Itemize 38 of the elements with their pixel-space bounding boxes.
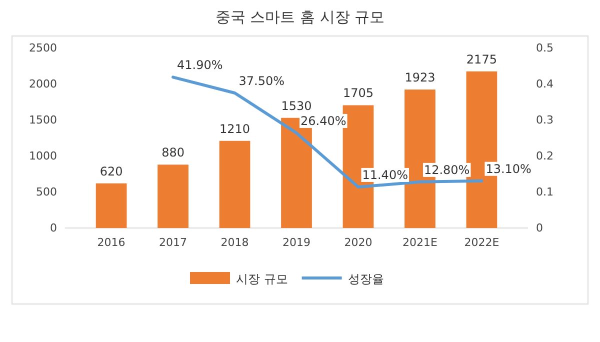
x-tick-label: 2018	[220, 236, 249, 249]
y2-tick-label: 0.3	[536, 114, 554, 127]
x-tick-label: 2022E	[464, 236, 500, 249]
data-label: 41.90%	[177, 58, 223, 72]
data-label: 1705	[342, 86, 374, 100]
data-label: 13.10%	[486, 162, 532, 176]
y2-tick-label: 0.5	[536, 42, 554, 55]
x-tick-label: 2017	[159, 236, 188, 249]
data-label: 26.40%	[300, 114, 346, 128]
legend-label: 시장 규모	[236, 272, 288, 286]
data-label: 12.80%	[424, 162, 470, 177]
y-tick-label: 2500	[29, 42, 57, 55]
y-tick-label: 500	[36, 186, 57, 199]
data-label: 2175	[466, 52, 497, 66]
data-label: 880	[162, 146, 184, 160]
y2-tick-label: 0.1	[536, 186, 554, 199]
y-tick-label: 2000	[29, 78, 57, 91]
bar	[158, 164, 188, 228]
y2-tick-label: 0.2	[536, 150, 554, 163]
data-label: 1210	[219, 122, 250, 136]
data-label: 620	[100, 164, 123, 178]
data-label: 1530	[281, 98, 312, 113]
data-label: 11.40%	[362, 168, 408, 182]
x-tick-label: 2021E	[402, 236, 438, 249]
x-tick-label: 2019	[282, 236, 310, 249]
y2-tick-label: 0.4	[536, 78, 554, 91]
y-tick-label: 1500	[29, 114, 57, 127]
data-label: 1923	[404, 70, 436, 85]
chart-title: 중국 스마트 홈 시장 규모	[215, 8, 385, 26]
bar	[96, 183, 127, 228]
x-tick-label: 2016	[97, 236, 126, 249]
y-tick-label: 1000	[29, 150, 57, 163]
y2-tick-label: 0	[536, 222, 543, 235]
x-tick-label: 2020	[344, 236, 372, 249]
y-tick-label: 0	[50, 222, 57, 235]
bar	[219, 140, 250, 228]
legend-label: 성장율	[348, 272, 384, 286]
data-label: 37.50%	[238, 74, 285, 88]
